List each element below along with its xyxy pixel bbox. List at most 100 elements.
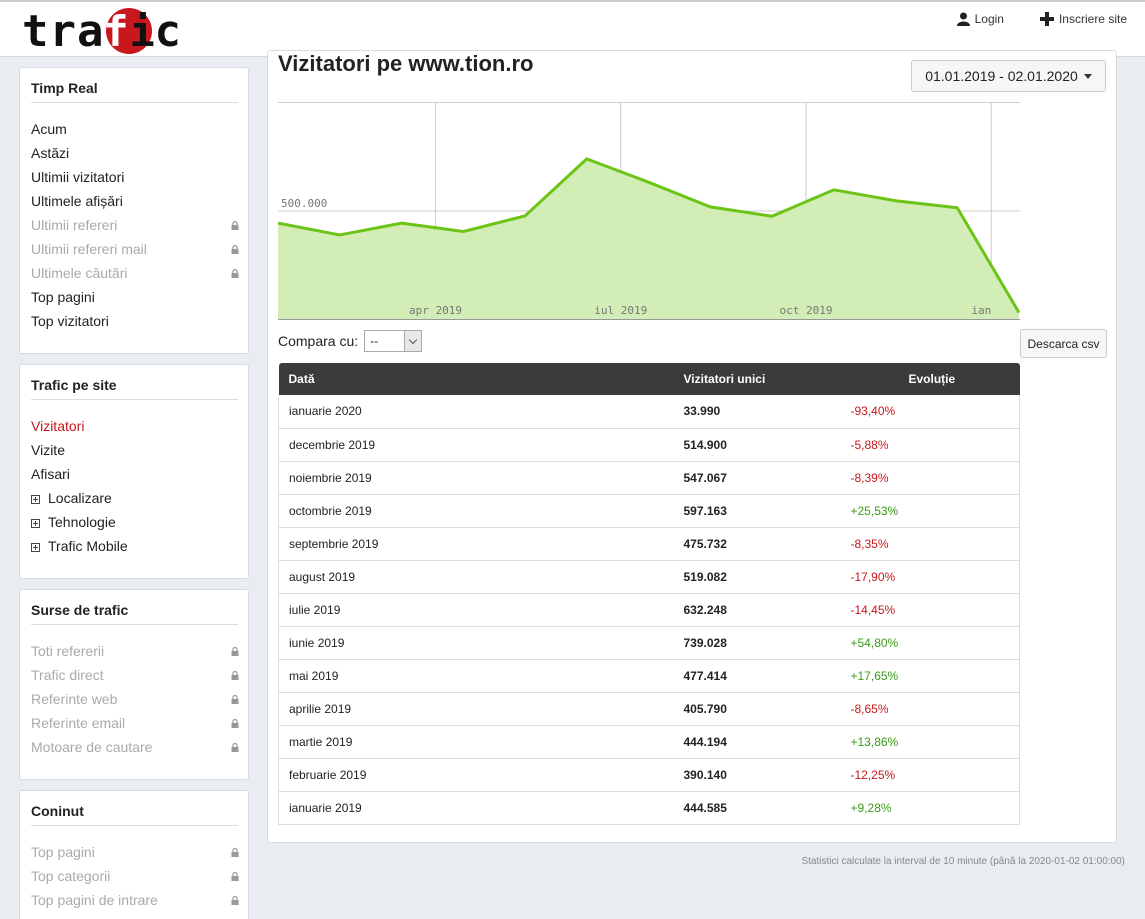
row-visitors: 477.414 [683, 659, 851, 693]
sidebar-item-label: Toti refererii [31, 643, 105, 659]
row-date: august 2019 [278, 560, 684, 594]
sidebar-item[interactable]: Ultimii refereri mail [20, 237, 248, 261]
sidebar-item-label: Afisari [31, 466, 70, 482]
sidebar-item-label: Tehnologie [48, 514, 116, 530]
row-date: aprilie 2019 [278, 692, 684, 726]
row-visitors: 514.900 [683, 428, 851, 462]
table-row: ianuarie 2020 33.990 -93,40% [278, 395, 1020, 429]
plus-icon [1039, 12, 1054, 26]
row-evolution: -8,65% [850, 692, 1020, 726]
date-range-picker[interactable]: 01.01.2019 - 02.01.2020 [911, 60, 1106, 92]
sidebar-item[interactable]: Tehnologie [20, 510, 248, 534]
row-visitors: 519.082 [683, 560, 851, 594]
sidebar-item[interactable]: Localizare [20, 486, 248, 510]
sidebar-item[interactable]: Ultimele afișări [20, 189, 248, 213]
lock-icon [231, 896, 239, 905]
footnote: Statistici calculate la interval de 10 m… [801, 856, 1125, 867]
table-row: februarie 2019 390.140 -12,25% [278, 758, 1020, 792]
table-row: aprilie 2019 405.790 -8,65% [278, 692, 1020, 726]
sidebar-item[interactable]: Vizite [20, 438, 248, 462]
table-row: martie 2019 444.194 +13,86% [278, 725, 1020, 759]
compare-label: Compara cu: [278, 333, 359, 349]
col-header-evolution: Evoluție [850, 363, 1020, 395]
sidebar-item-label: Ultimii vizitatori [31, 169, 125, 185]
sidebar-item[interactable]: Referinte email [20, 711, 248, 735]
row-evolution: -8,39% [850, 461, 1020, 495]
download-csv-button[interactable]: Descarca csv [1020, 329, 1107, 358]
register-link[interactable]: Inscriere site [1039, 12, 1127, 26]
sidebar-item-label: Top vizitatori [31, 313, 109, 329]
sidebar-item[interactable]: Ultimele căutări [20, 261, 248, 285]
sidebar-item[interactable]: Trafic Mobile [20, 534, 248, 558]
expand-icon [31, 495, 40, 504]
row-date: ianuarie 2019 [278, 791, 684, 825]
row-evolution: -17,90% [850, 560, 1020, 594]
top-bar: tra f i c Login Inscriere site [0, 0, 1145, 57]
sidebar-item[interactable]: Vizitatori [20, 414, 248, 438]
table-row: septembrie 2019 475.732 -8,35% [278, 527, 1020, 561]
row-visitors: 475.732 [683, 527, 851, 561]
row-date: septembrie 2019 [278, 527, 684, 561]
sidebar-item-label: Ultimele afișări [31, 193, 123, 209]
table-row: noiembrie 2019 547.067 -8,39% [278, 461, 1020, 495]
sidebar-item[interactable]: Toti refererii [20, 639, 248, 663]
lock-icon [231, 743, 239, 752]
chart-line [278, 157, 1020, 314]
chevron-down-icon [408, 335, 418, 344]
sidebar-item[interactable]: Top pagini [20, 285, 248, 309]
row-evolution: +17,65% [850, 659, 1020, 693]
visitors-table: Dată Vizitatori unici Evoluție ianuarie … [278, 363, 1020, 825]
sidebar-section-title: Coninut [31, 803, 238, 826]
sidebar-item[interactable]: Ultimii vizitatori [20, 165, 248, 189]
row-date: decembrie 2019 [278, 428, 684, 462]
lock-icon [231, 647, 239, 656]
caret-down-icon [1083, 73, 1092, 79]
date-range-label: 01.01.2019 - 02.01.2020 [925, 68, 1078, 84]
row-date: februarie 2019 [278, 758, 684, 792]
sidebar-item-label: Astăzi [31, 145, 70, 161]
page-title: Vizitatori pe www.tion.ro [278, 51, 534, 76]
login-link[interactable]: Login [956, 12, 1004, 26]
row-date: ianuarie 2020 [278, 395, 684, 429]
sidebar-item-label: Top pagini de intrare [31, 892, 158, 908]
sidebar-item[interactable]: Motoare de cautare [20, 735, 248, 759]
row-date: iunie 2019 [278, 626, 684, 660]
sidebar-item-label: Top pagini [31, 289, 95, 305]
lock-icon [231, 671, 239, 680]
row-date: iulie 2019 [278, 593, 684, 627]
table-row: iulie 2019 632.248 -14,45% [278, 593, 1020, 627]
lock-icon [231, 872, 239, 881]
sidebar-item[interactable]: Trafic direct [20, 663, 248, 687]
sidebar-item[interactable]: Referinte web [20, 687, 248, 711]
sidebar-item[interactable]: Acum [20, 117, 248, 141]
sidebar-item[interactable]: Ultimii refereri [20, 213, 248, 237]
sidebar-item[interactable]: Top vizitatori [20, 309, 248, 333]
sidebar-item-label: Top categorii [31, 868, 111, 884]
main-panel: Vizitatori pe www.tion.ro 01.01.2019 - 0… [267, 50, 1117, 843]
compare-select[interactable]: -- [364, 330, 423, 352]
sidebar-section-title: Trafic pe site [31, 377, 238, 400]
row-date: octombrie 2019 [278, 494, 684, 528]
table-row: ianuarie 2019 444.585 +9,28% [278, 791, 1020, 825]
compare-select-value: -- [370, 334, 379, 348]
sidebar-item[interactable]: Astăzi [20, 141, 248, 165]
sidebar-section-title: Surse de trafic [31, 602, 238, 625]
sidebar-surse: Surse de trafic Toti refererii Trafic dir… [19, 589, 249, 780]
row-date: noiembrie 2019 [278, 461, 684, 495]
sidebar-item-label: Referinte email [31, 715, 126, 731]
lock-icon [231, 269, 239, 278]
chart-y-tick-label: 500.000 [281, 197, 327, 210]
sidebar-item[interactable]: Top categorii [20, 864, 248, 888]
lock-icon [231, 221, 239, 230]
chart-x-tick-label: apr 2019 [409, 304, 462, 317]
row-visitors: 547.067 [683, 461, 851, 495]
sidebar-item-label: Top pagini [31, 844, 95, 860]
sidebar-item-label: Vizitatori [31, 418, 85, 434]
logo[interactable]: tra f i c [22, 5, 182, 57]
table-row: august 2019 519.082 -17,90% [278, 560, 1020, 594]
expand-icon [31, 543, 40, 552]
sidebar-item[interactable]: Afisari [20, 462, 248, 486]
sidebar-item[interactable]: Top pagini [20, 840, 248, 864]
sidebar-item[interactable]: Top pagini de intrare [20, 888, 248, 912]
row-evolution: -93,40% [850, 395, 1020, 429]
